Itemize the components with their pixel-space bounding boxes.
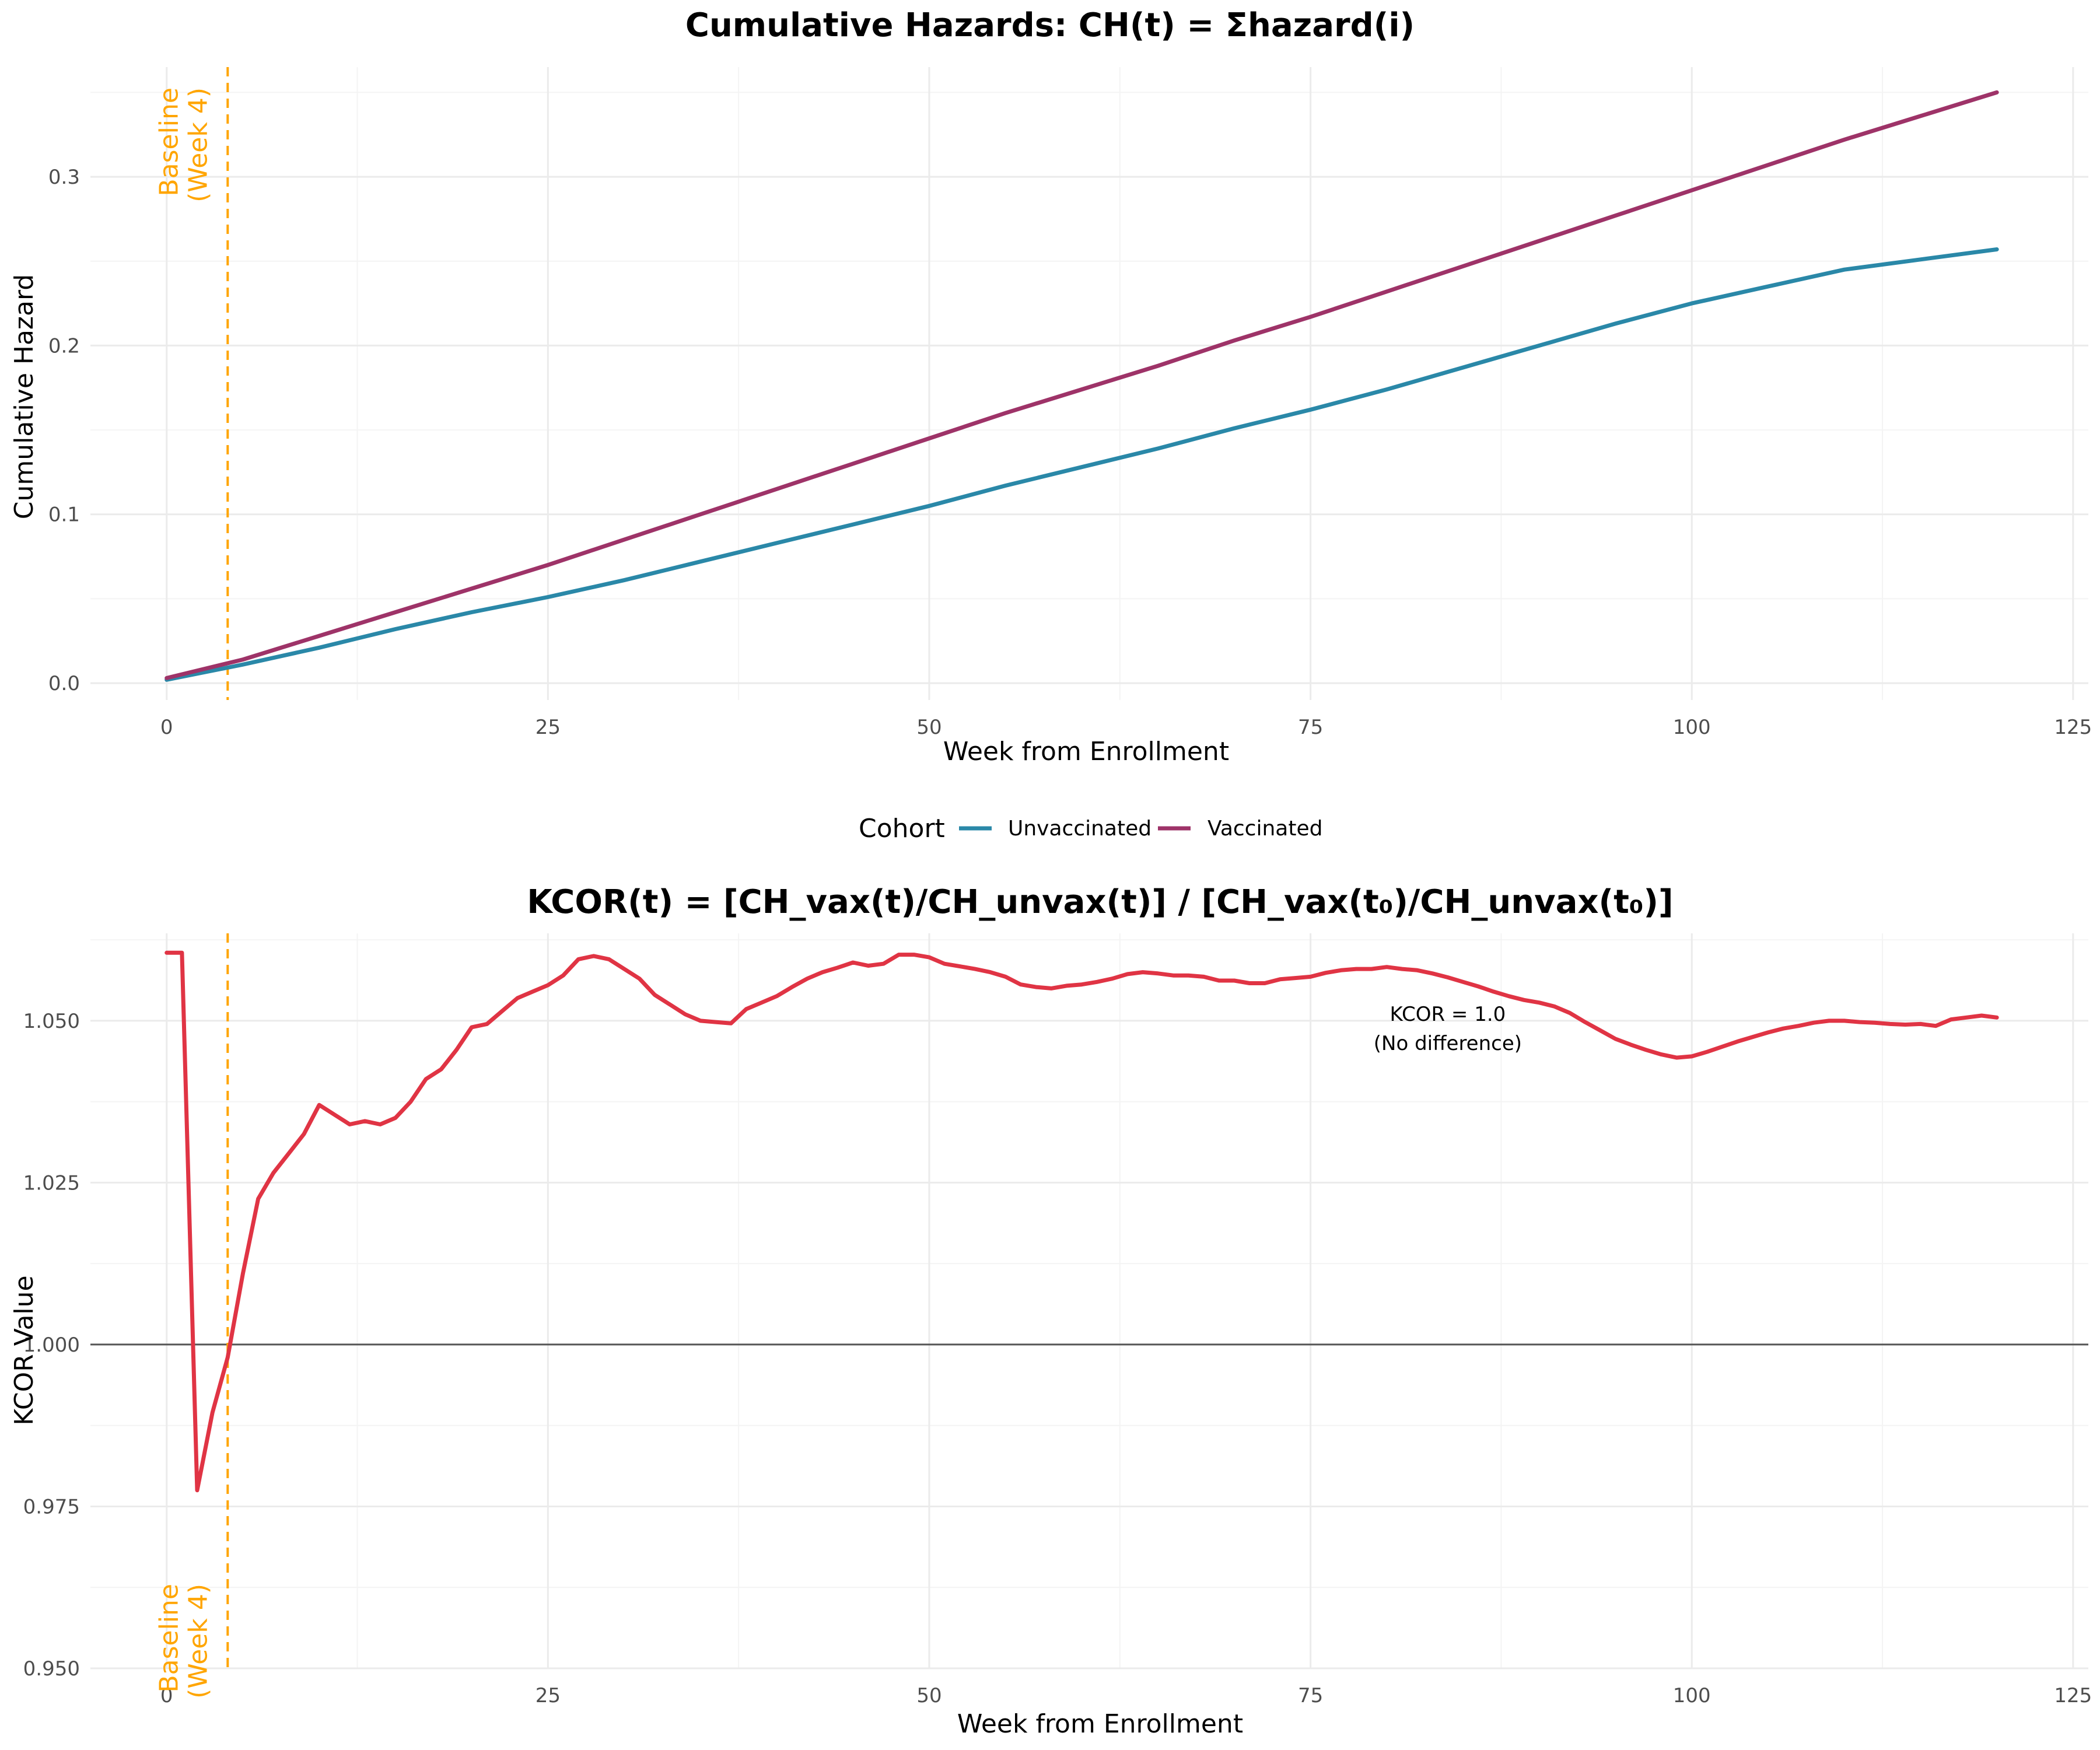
- c2-y-tick-label: 0.950: [23, 1657, 80, 1681]
- legend-label-unvaccinated: Unvaccinated: [1008, 817, 1152, 841]
- chart1-baseline-label-line2: (Week 4): [183, 88, 213, 202]
- chart2-annotation-line1: KCOR = 1.0: [1390, 1003, 1506, 1026]
- chart2-title: KCOR(t) = [CH_vax(t)/CH_unvax(t)] / [CH_…: [527, 883, 1673, 921]
- c2-x-tick-label: 25: [536, 1684, 561, 1707]
- c1-series-line-vaccinated: [164, 90, 1999, 680]
- c2-x-tick-label: 0: [160, 1684, 173, 1707]
- c2-y-tick-label: 1.000: [23, 1334, 80, 1357]
- legend: Cohort Unvaccinated Vaccinated: [859, 814, 1322, 844]
- chart1-baseline-label-line1: Baseline: [154, 88, 184, 197]
- legend-label-vaccinated: Vaccinated: [1208, 817, 1322, 841]
- chart1-y-ticks: 0.0 0.1 0.2 0.3: [48, 166, 80, 695]
- c1-x-tick-label: 0: [160, 716, 173, 739]
- c1-x-tick-label: 75: [1298, 716, 1323, 739]
- chart2-grid: [90, 933, 2088, 1670]
- c2-series-line-kcor: [164, 950, 1999, 1493]
- c2-x-tick-label: 125: [2054, 1684, 2092, 1707]
- legend-title: Cohort: [859, 814, 945, 844]
- c1-series-line-unvaccinated: [164, 247, 1999, 682]
- chart2-series: [164, 950, 1999, 1493]
- c1-y-tick-label: 0.3: [48, 166, 80, 189]
- c2-y-tick-label: 0.975: [23, 1495, 80, 1518]
- c2-y-tick-label: 1.025: [23, 1171, 80, 1195]
- c1-x-tick-label: 25: [536, 716, 561, 739]
- chart2-baseline-label-line1: Baseline: [154, 1584, 184, 1693]
- chart2-x-axis-label: Week from Enrollment: [957, 1709, 1243, 1739]
- chart2-baseline-label-line2: (Week 4): [183, 1584, 213, 1699]
- chart1-x-ticks: 0 25 50 75 100 125: [160, 716, 2092, 739]
- chart1-x-axis-label: Week from Enrollment: [943, 737, 1229, 766]
- chart1-grid: [90, 67, 2088, 700]
- c1-y-tick-label: 0.0: [48, 672, 80, 695]
- cumulative-hazard-chart: 0 25 50 75 100 125 0.0 0.1 0.2 0.3 Baseline (Wee…: [9, 6, 2092, 766]
- c1-y-tick-label: 0.2: [48, 334, 80, 358]
- c1-x-tick-label: 125: [2054, 716, 2092, 739]
- c1-y-tick-label: 0.1: [48, 503, 80, 527]
- chart1-title: Cumulative Hazards: CH(t) = Σhazard(i): [685, 6, 1415, 44]
- chart2-x-ticks: 0 25 50 75 100 125: [160, 1684, 2092, 1707]
- c2-x-tick-label: 50: [916, 1684, 942, 1707]
- chart2-y-ticks: 0.950 0.975 1.000 1.025 1.050: [23, 1010, 80, 1681]
- chart1-series: [164, 90, 1999, 682]
- c2-x-tick-label: 75: [1298, 1684, 1323, 1707]
- c2-x-tick-label: 100: [1673, 1684, 1711, 1707]
- chart2-annotation-line2: (No difference): [1374, 1032, 1522, 1055]
- c2-y-tick-label: 1.050: [23, 1010, 80, 1033]
- kcor-chart: 0 25 50 75 100 125 0.9500.9751.0001.0251.050 …: [9, 883, 2092, 1739]
- c1-x-tick-label: 100: [1673, 716, 1711, 739]
- c1-x-tick-label: 50: [916, 716, 942, 739]
- chart2-y-axis-label: KCOR Value: [9, 1275, 39, 1425]
- chart1-y-axis-label: Cumulative Hazard: [9, 274, 39, 519]
